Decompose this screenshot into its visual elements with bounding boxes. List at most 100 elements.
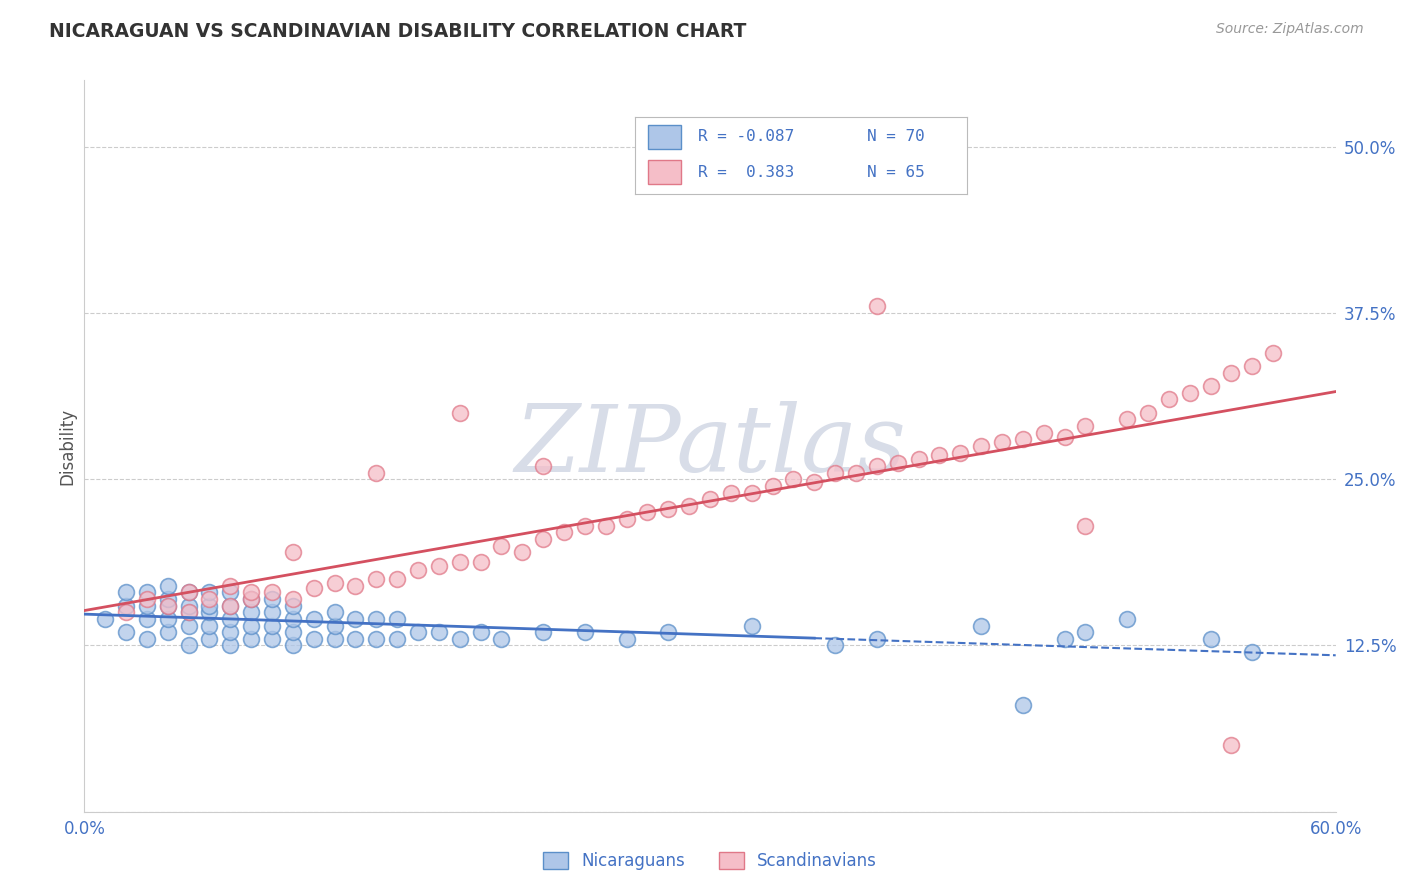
Point	[240, 618, 263, 632]
Point	[741, 618, 763, 632]
Point	[156, 591, 179, 606]
Bar	[648, 160, 682, 185]
Point	[262, 605, 284, 619]
Point	[219, 612, 242, 626]
Point	[344, 632, 367, 646]
Point	[198, 599, 221, 613]
Point	[928, 448, 950, 462]
Point	[949, 445, 972, 459]
Point	[136, 599, 159, 613]
Text: N = 65: N = 65	[868, 165, 925, 179]
Text: Source: ZipAtlas.com: Source: ZipAtlas.com	[1216, 22, 1364, 37]
Point	[323, 618, 346, 632]
Text: R = -0.087: R = -0.087	[697, 129, 794, 145]
Point	[240, 585, 263, 599]
Text: NICARAGUAN VS SCANDINAVIAN DISABILITY CORRELATION CHART: NICARAGUAN VS SCANDINAVIAN DISABILITY CO…	[49, 22, 747, 41]
Point	[219, 599, 242, 613]
Point	[1220, 738, 1243, 752]
Point	[406, 625, 429, 640]
Bar	[648, 125, 682, 149]
Point	[366, 572, 388, 586]
Point	[219, 639, 242, 653]
Point	[741, 485, 763, 500]
Point	[136, 612, 159, 626]
Point	[991, 435, 1014, 450]
Point	[177, 605, 200, 619]
Point	[240, 632, 263, 646]
Point	[512, 545, 534, 559]
Point	[531, 625, 554, 640]
Point	[302, 582, 325, 596]
Point	[1178, 385, 1201, 400]
Point	[323, 576, 346, 591]
Point	[262, 585, 284, 599]
Text: ZIPatlas: ZIPatlas	[515, 401, 905, 491]
Point	[824, 639, 846, 653]
Point	[302, 612, 325, 626]
Point	[240, 591, 263, 606]
Point	[491, 539, 513, 553]
Point	[803, 475, 825, 489]
Point	[1220, 366, 1243, 380]
Point	[115, 599, 138, 613]
Point	[657, 625, 679, 640]
Point	[281, 545, 304, 559]
Point	[616, 512, 638, 526]
Point	[323, 605, 346, 619]
Point	[470, 555, 492, 569]
Point	[136, 632, 159, 646]
Point	[219, 579, 242, 593]
Point	[177, 639, 200, 653]
Point	[720, 485, 742, 500]
Point	[1241, 359, 1264, 374]
Point	[136, 585, 159, 599]
Point	[219, 625, 242, 640]
Point	[281, 599, 304, 613]
Point	[1012, 433, 1035, 447]
Point	[616, 632, 638, 646]
Point	[177, 585, 200, 599]
Point	[156, 599, 179, 613]
Point	[595, 518, 617, 533]
Point	[262, 591, 284, 606]
Point	[94, 612, 117, 626]
Point	[449, 632, 471, 646]
Point	[136, 591, 159, 606]
Point	[887, 456, 910, 470]
Point	[156, 612, 179, 626]
Point	[824, 466, 846, 480]
Point	[240, 591, 263, 606]
Point	[156, 599, 179, 613]
Point	[262, 618, 284, 632]
Point	[678, 499, 700, 513]
Point	[281, 591, 304, 606]
Point	[866, 632, 889, 646]
Point	[281, 625, 304, 640]
Point	[281, 639, 304, 653]
Point	[470, 625, 492, 640]
Point	[115, 625, 138, 640]
Point	[845, 466, 868, 480]
Legend: Nicaraguans, Scandinavians: Nicaraguans, Scandinavians	[537, 845, 883, 877]
Point	[1053, 632, 1076, 646]
Point	[198, 618, 221, 632]
Point	[531, 532, 554, 546]
Point	[449, 555, 471, 569]
Point	[657, 501, 679, 516]
Point	[970, 439, 993, 453]
Point	[198, 591, 221, 606]
Point	[427, 558, 450, 573]
Point	[302, 632, 325, 646]
Point	[366, 612, 388, 626]
Point	[177, 599, 200, 613]
Point	[427, 625, 450, 640]
Point	[866, 299, 889, 313]
Point	[262, 632, 284, 646]
Point	[782, 472, 804, 486]
Point	[637, 506, 659, 520]
Point	[531, 458, 554, 473]
Point	[219, 585, 242, 599]
Y-axis label: Disability: Disability	[58, 408, 76, 484]
Point	[366, 632, 388, 646]
Point	[970, 618, 993, 632]
